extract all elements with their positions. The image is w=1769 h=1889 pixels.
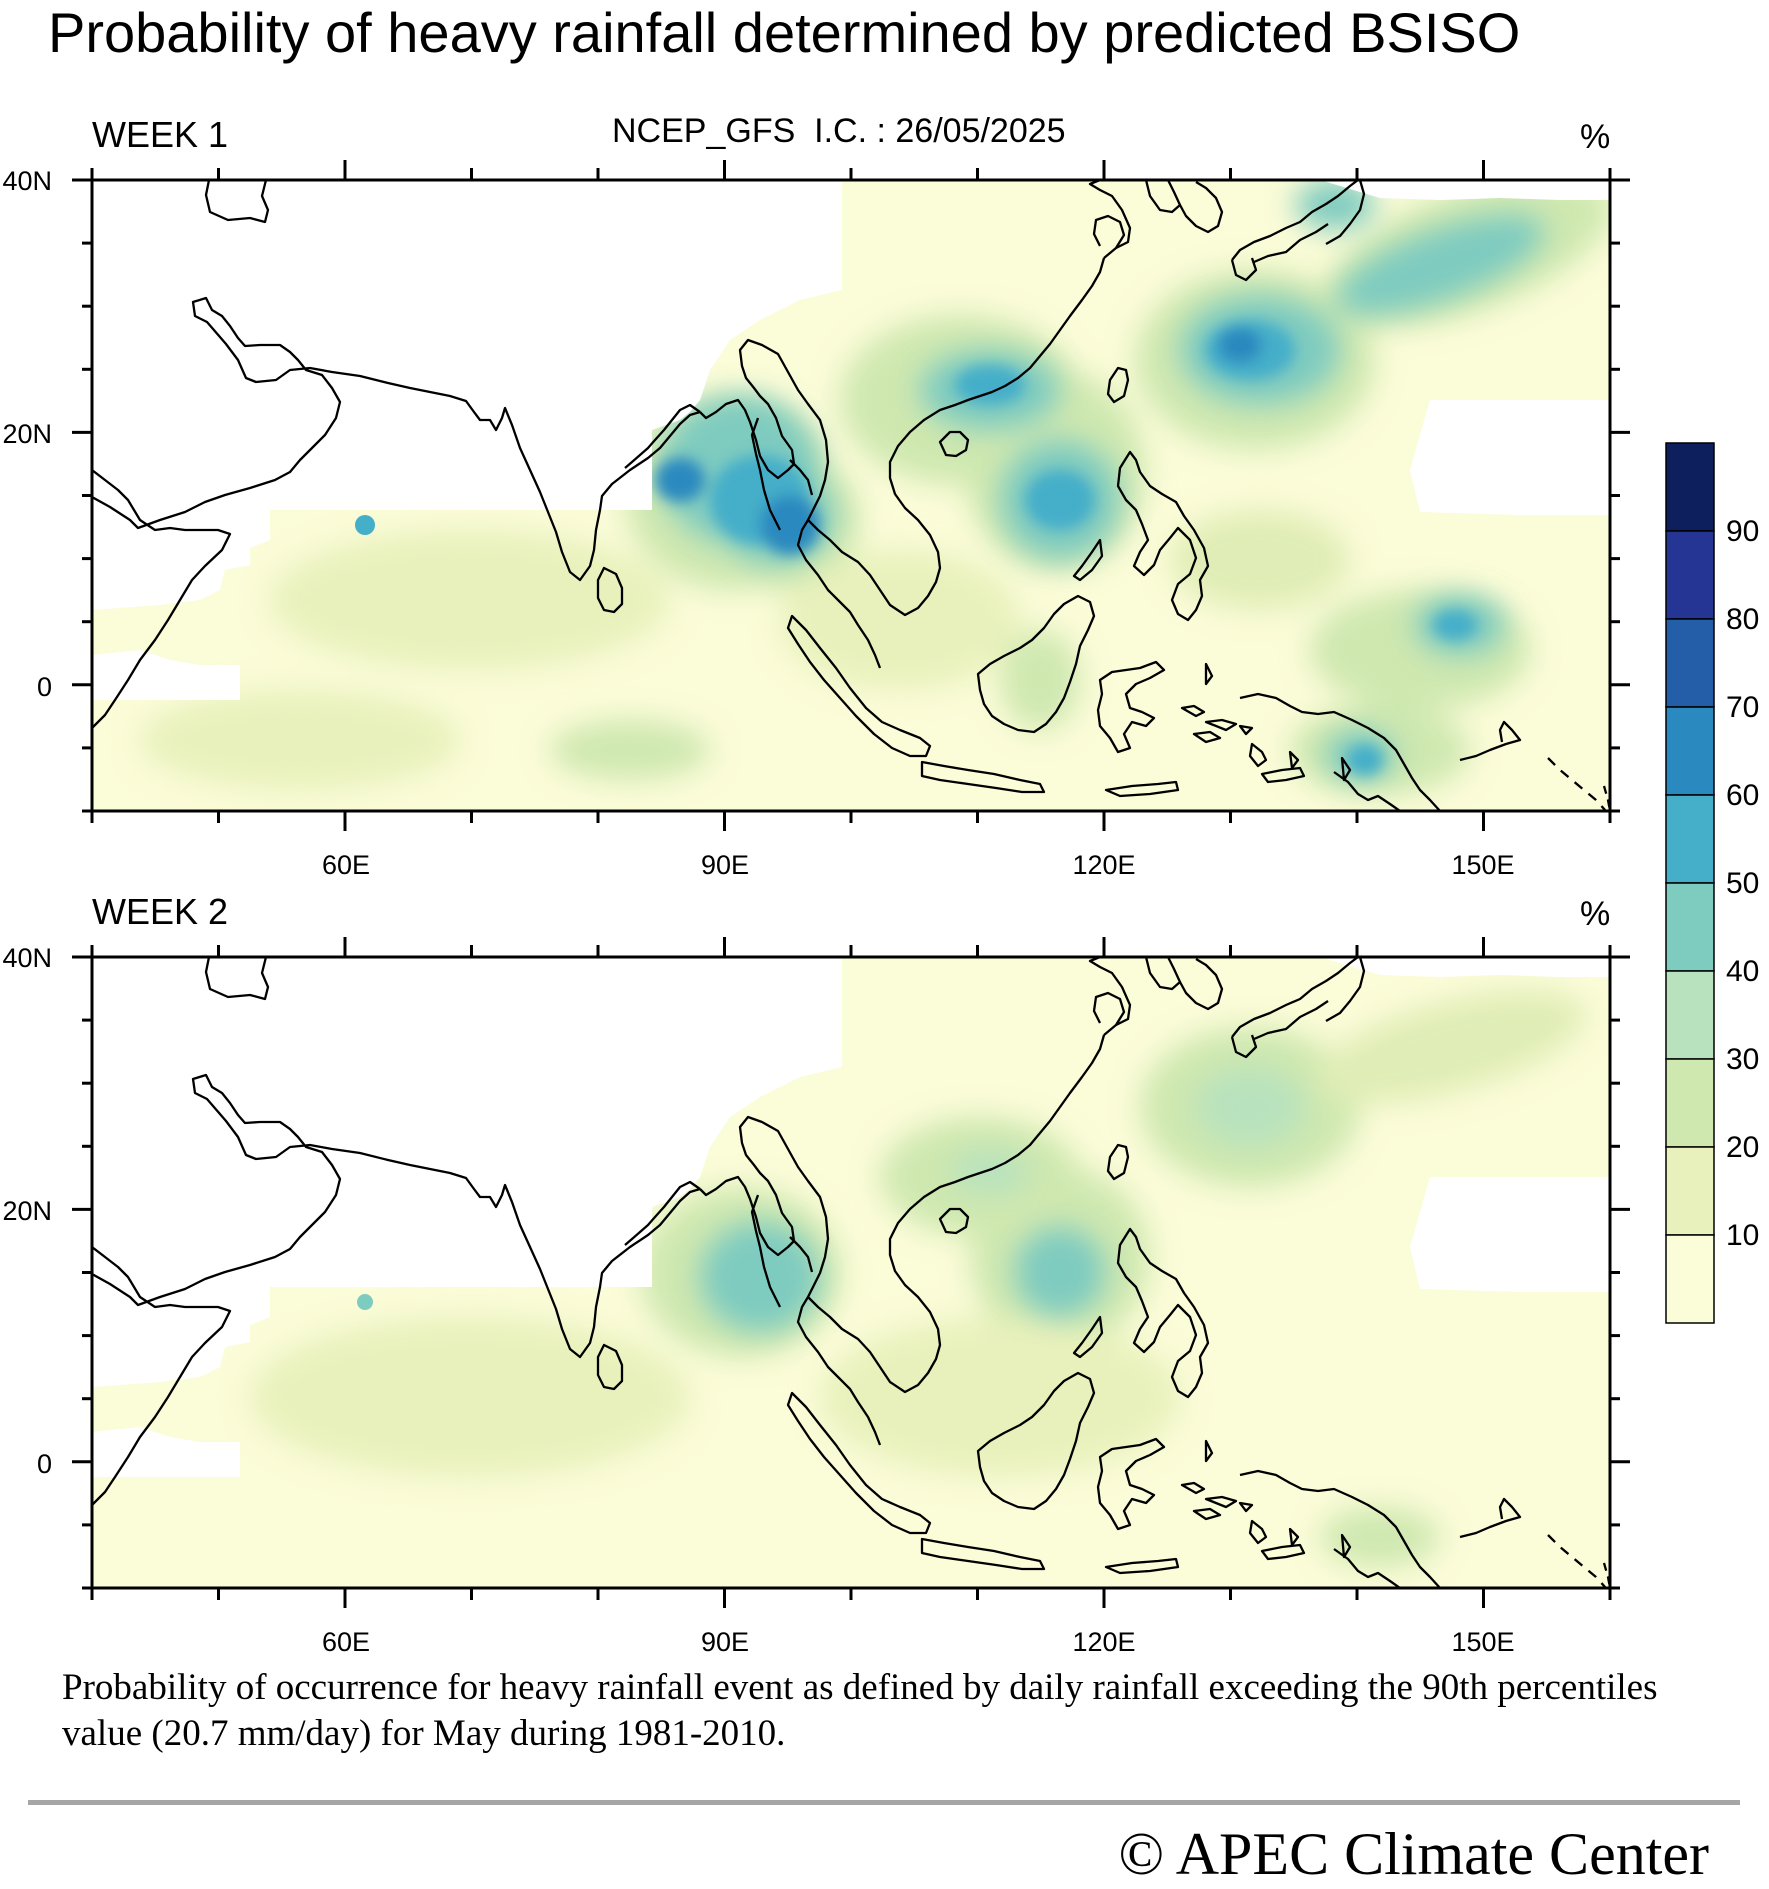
units-label-week1: % bbox=[1580, 118, 1610, 156]
colorbar: 90 80 70 60 50 40 30 20 10 bbox=[1665, 442, 1759, 1324]
colorbar-swatch bbox=[1665, 1234, 1715, 1324]
x-tick-label: 90E bbox=[701, 850, 749, 880]
x-tick-label: 150E bbox=[1451, 850, 1514, 880]
axis-ticks-week2 bbox=[72, 937, 1630, 1608]
colorbar-swatch bbox=[1665, 706, 1715, 796]
y-tick-label: 20N bbox=[2, 1196, 52, 1226]
colorbar-swatch bbox=[1665, 882, 1715, 972]
colorbar-label: 40 bbox=[1726, 955, 1759, 988]
y-tick-label: 0 bbox=[37, 672, 52, 702]
x-tick-label: 60E bbox=[322, 850, 370, 880]
x-tick-label: 60E bbox=[322, 1627, 370, 1657]
units-label-week2: % bbox=[1580, 895, 1610, 933]
y-tick-label: 40N bbox=[2, 166, 52, 196]
colorbar-label: 20 bbox=[1726, 1131, 1759, 1164]
colorbar-label: 90 bbox=[1726, 515, 1759, 548]
x-tick-label: 120E bbox=[1072, 850, 1135, 880]
panel-week1 bbox=[72, 160, 1630, 831]
colorbar-swatch bbox=[1665, 530, 1715, 620]
y-tick-label: 0 bbox=[37, 1449, 52, 1479]
copyright-notice: © APEC Climate Center bbox=[1118, 1821, 1709, 1887]
y-tick-label: 20N bbox=[2, 419, 52, 449]
model-run-label: NCEP_GFS I.C. : 26/05/2025 bbox=[612, 112, 1066, 150]
y-tick-label: 40N bbox=[2, 943, 52, 973]
figure-caption: Probability of occurrence for heavy rain… bbox=[62, 1667, 1658, 1754]
x-tick-label: 150E bbox=[1451, 1627, 1514, 1657]
figure-canvas: WEEK 1 NCEP_GFS I.C. : 26/05/2025 % WEEK… bbox=[2, 112, 1759, 1657]
footer-divider bbox=[28, 1800, 1740, 1805]
panel-label-week2: WEEK 2 bbox=[92, 891, 228, 932]
colorbar-swatch bbox=[1665, 794, 1715, 884]
colorbar-label: 50 bbox=[1726, 867, 1759, 900]
colorbar-label: 80 bbox=[1726, 603, 1759, 636]
x-tick-label: 120E bbox=[1072, 1627, 1135, 1657]
colorbar-swatch bbox=[1665, 1058, 1715, 1148]
figure-title: Probability of heavy rainfall determined… bbox=[48, 1, 1521, 64]
x-tick-label: 90E bbox=[701, 1627, 749, 1657]
colorbar-swatch bbox=[1665, 970, 1715, 1060]
colorbar-swatch bbox=[1665, 618, 1715, 708]
colorbar-label: 60 bbox=[1726, 779, 1759, 812]
colorbar-swatch bbox=[1665, 1146, 1715, 1236]
colorbar-label: 30 bbox=[1726, 1043, 1759, 1076]
colorbar-label: 70 bbox=[1726, 691, 1759, 724]
axis-ticks-week1 bbox=[72, 160, 1630, 831]
colorbar-label: 10 bbox=[1726, 1219, 1759, 1252]
panel-label-week1: WEEK 1 bbox=[92, 114, 228, 155]
panel-week2 bbox=[72, 937, 1630, 1608]
colorbar-swatch bbox=[1665, 442, 1715, 532]
